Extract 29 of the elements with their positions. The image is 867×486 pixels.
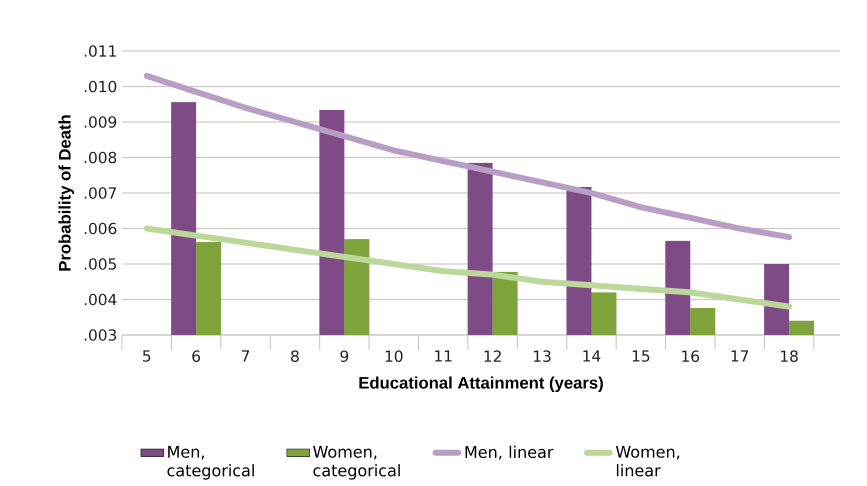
x-tick-label: 8 — [291, 350, 299, 362]
x-tick-label: 10 — [386, 350, 403, 362]
y-tick-label: .005 — [84, 258, 116, 270]
y-tick-label: .010 — [84, 80, 116, 92]
x-tick-label: 11 — [435, 350, 452, 362]
x-tick-label: 15 — [632, 350, 650, 362]
y-tick-label: .009 — [84, 116, 116, 128]
legend-label: Women, categorical — [313, 446, 400, 480]
x-tick-label: 12 — [484, 350, 501, 362]
legend-label: Women, linear — [616, 446, 680, 476]
y-tick-label: .011 — [84, 45, 116, 57]
y-tick-label: .004 — [84, 294, 116, 306]
x-axis-title: Educational Attainment (years) — [359, 376, 603, 392]
x-tick-label: 7 — [242, 350, 250, 362]
legend-label: Men, linear — [466, 446, 554, 460]
x-tick-label: 5 — [143, 350, 150, 362]
y-tick-label: .007 — [84, 187, 116, 199]
y-tick-label: .006 — [84, 222, 116, 234]
y-tick-label: .003 — [84, 329, 116, 341]
y-axis-title: Probability of Death — [58, 115, 74, 271]
y-tick-label: .008 — [84, 152, 116, 164]
x-tick-label: 9 — [340, 350, 348, 362]
x-tick-label: 14 — [583, 350, 600, 362]
x-tick-label: 17 — [732, 350, 748, 362]
x-tick-label: 6 — [192, 350, 200, 362]
x-tick-label: 16 — [682, 350, 700, 362]
legend-label: Men, categorical — [167, 446, 254, 480]
x-tick-label: 18 — [781, 350, 798, 362]
x-tick-label: 13 — [534, 350, 551, 362]
